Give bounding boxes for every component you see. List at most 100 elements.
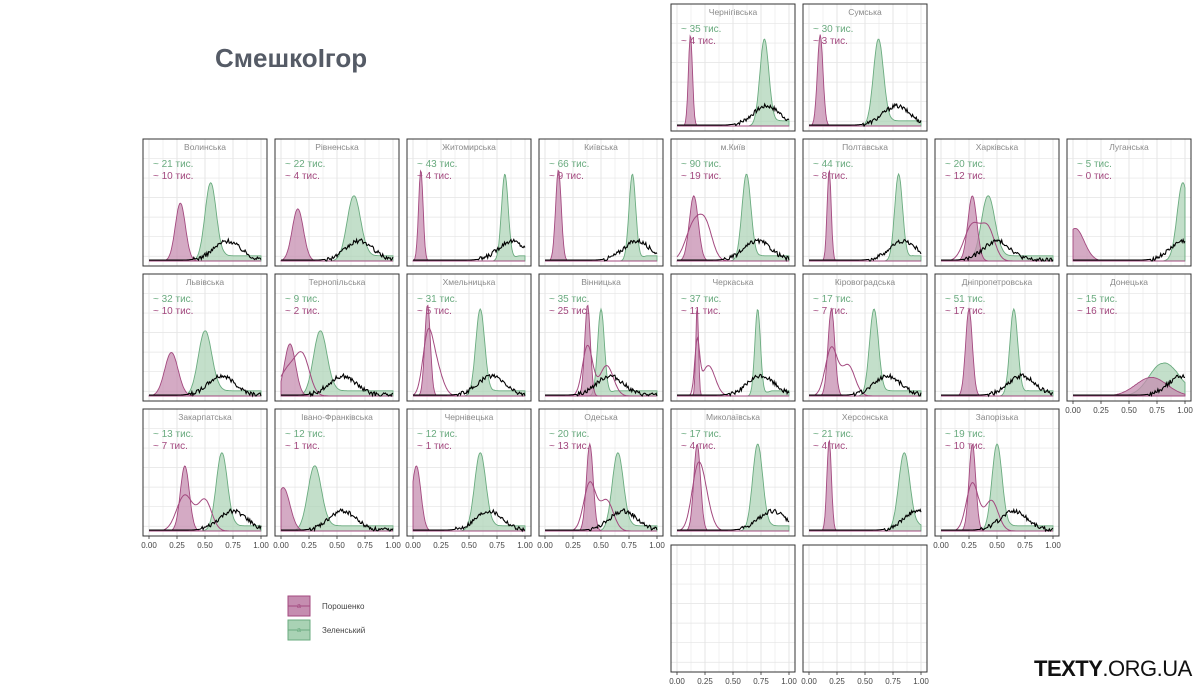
panel-plot	[545, 442, 658, 532]
panel-title: Луганська	[1109, 142, 1149, 152]
poroshenko-outline	[941, 221, 1053, 262]
candidate-line	[413, 238, 526, 261]
panel-border	[538, 138, 664, 267]
x-tick-label: 0.50	[197, 541, 213, 550]
poroshenko-count-label: ~ 5 тис.	[417, 306, 452, 317]
legend: a Порошенко a Зеленський	[287, 595, 365, 641]
facet-panel: Сумська ~ 30 тис.~ 3 тис.	[802, 3, 928, 132]
panel-plot	[676, 443, 790, 532]
zelensky-count-label: ~ 43 тис.	[417, 159, 457, 170]
panel-border	[538, 273, 664, 402]
facet-panel: Харківська ~ 20 тис.~ 12 тис.	[934, 138, 1060, 267]
facet-panel: Чернігівська ~ 35 тис.~ 4 тис.	[670, 3, 796, 132]
panel-title: Донецька	[1110, 277, 1148, 287]
x-tick-label: 0.25	[169, 541, 185, 550]
panel-title: Кіровоградська	[835, 277, 896, 287]
x-tick-label: 0.50	[857, 677, 873, 686]
zelensky-count-label: ~ 51 тис.	[945, 294, 985, 305]
poroshenko-count-label: ~ 2 тис.	[285, 306, 320, 317]
panel-title: Одеська	[584, 412, 618, 422]
zelensky-count-label: ~ 12 тис.	[285, 429, 325, 440]
x-tick-label: 1.00	[649, 541, 665, 550]
x-tick-label: 0.00	[141, 541, 157, 550]
panel-title: Львівська	[186, 277, 224, 287]
x-tick-label: 0.25	[433, 541, 449, 550]
candidate-line	[809, 238, 922, 262]
x-tick-label: 0.00	[801, 677, 817, 686]
x-tick-label: 1.00	[1177, 406, 1193, 415]
panel-title: Рівненська	[315, 142, 359, 152]
poroshenko-outline	[149, 494, 261, 532]
zelensky-count-label: ~ 17 тис.	[681, 429, 721, 440]
panel-title: м.Київ	[721, 142, 746, 152]
candidate-line	[149, 508, 262, 531]
candidate-line	[281, 237, 394, 262]
facet-panel: Дніпропетровська ~ 51 тис.~ 17 тис.	[934, 273, 1060, 402]
panel-title: Полтавська	[842, 142, 888, 152]
x-tick-label: 0.75	[885, 677, 901, 686]
zelensky-count-label: ~ 20 тис.	[549, 429, 589, 440]
poroshenko-outline	[545, 481, 657, 532]
x-tick-label: 0.75	[1149, 406, 1165, 415]
panel-plot	[280, 195, 394, 262]
poroshenko-count-label: ~ 4 тис.	[681, 36, 716, 47]
x-tick-label: 0.25	[697, 677, 713, 686]
chart-title: СмешкоІгор	[215, 43, 368, 73]
x-tick-label: 0.00	[537, 541, 553, 550]
facet-panel: 0.00 0.25 0.50 0.75 1.00	[801, 544, 929, 686]
zelensky-count-label: ~ 90 тис.	[681, 159, 721, 170]
poroshenko-density	[280, 487, 393, 532]
candidate-line	[1073, 237, 1186, 262]
poroshenko-count-label: ~ 10 тис.	[153, 306, 193, 317]
zelensky-count-label: ~ 32 тис.	[153, 294, 193, 305]
candidate-line	[677, 373, 790, 397]
panel-plot	[809, 307, 922, 397]
panel-border	[670, 138, 796, 267]
panel-title: Чернігівська	[709, 7, 758, 17]
x-tick-label: 1.00	[1045, 541, 1061, 550]
facet-panel: Запорізька ~ 19 тис.~ 10 тис. 0.00 0.25 0.50…	[933, 408, 1061, 550]
panel-plot	[412, 452, 526, 533]
panel-title: Житомирська	[442, 142, 496, 152]
poroshenko-outline	[809, 346, 921, 397]
candidate-line	[413, 373, 526, 397]
candidate-line	[413, 508, 526, 533]
candidate-line	[809, 372, 922, 397]
candidate-line	[149, 373, 262, 398]
zelensky-count-label: ~ 9 тис.	[285, 294, 320, 305]
candidate-line	[677, 508, 790, 531]
panel-plot	[1072, 182, 1186, 262]
panel-border	[802, 408, 928, 537]
poroshenko-density	[149, 202, 261, 262]
poroshenko-outline	[676, 213, 789, 262]
poroshenko-count-label: ~ 11 тис.	[681, 306, 721, 317]
x-tick-label: 1.00	[385, 541, 401, 550]
zelensky-count-label: ~ 19 тис.	[945, 429, 985, 440]
x-tick-label: 0.00	[273, 541, 289, 550]
panel-title: Дніпропетровська	[962, 277, 1033, 287]
candidate-line	[149, 237, 262, 262]
candidate-line	[677, 237, 790, 263]
brand-tld: .ORG.UA	[1102, 656, 1192, 681]
legend-key: a Зеленський	[287, 619, 365, 641]
facet-panel: Чернівецька ~ 12 тис.~ 1 тис. 0.00 0.25 0.50…	[405, 408, 533, 550]
poroshenko-density	[808, 34, 921, 127]
legend-glyph: a	[297, 627, 301, 634]
candidate-line	[545, 237, 658, 262]
panel-border	[1066, 138, 1192, 267]
zelensky-count-label: ~ 17 тис.	[813, 294, 853, 305]
poroshenko-count-label: ~ 13 тис.	[549, 441, 589, 452]
poroshenko-density	[1072, 227, 1185, 262]
poroshenko-count-label: ~ 7 тис.	[153, 441, 188, 452]
poroshenko-density	[148, 352, 261, 397]
zelensky-count-label: ~ 44 тис.	[813, 159, 853, 170]
x-tick-label: 0.50	[593, 541, 609, 550]
x-tick-label: 1.00	[517, 541, 533, 550]
zelensky-count-label: ~ 66 тис.	[549, 159, 589, 170]
poroshenko-count-label: ~ 17 тис.	[945, 306, 985, 317]
panel-plot	[809, 439, 922, 532]
panel-plot	[677, 34, 790, 127]
poroshenko-count-label: ~ 10 тис.	[153, 171, 193, 182]
panel-plot	[941, 307, 1054, 398]
x-tick-label: 1.00	[781, 677, 797, 686]
